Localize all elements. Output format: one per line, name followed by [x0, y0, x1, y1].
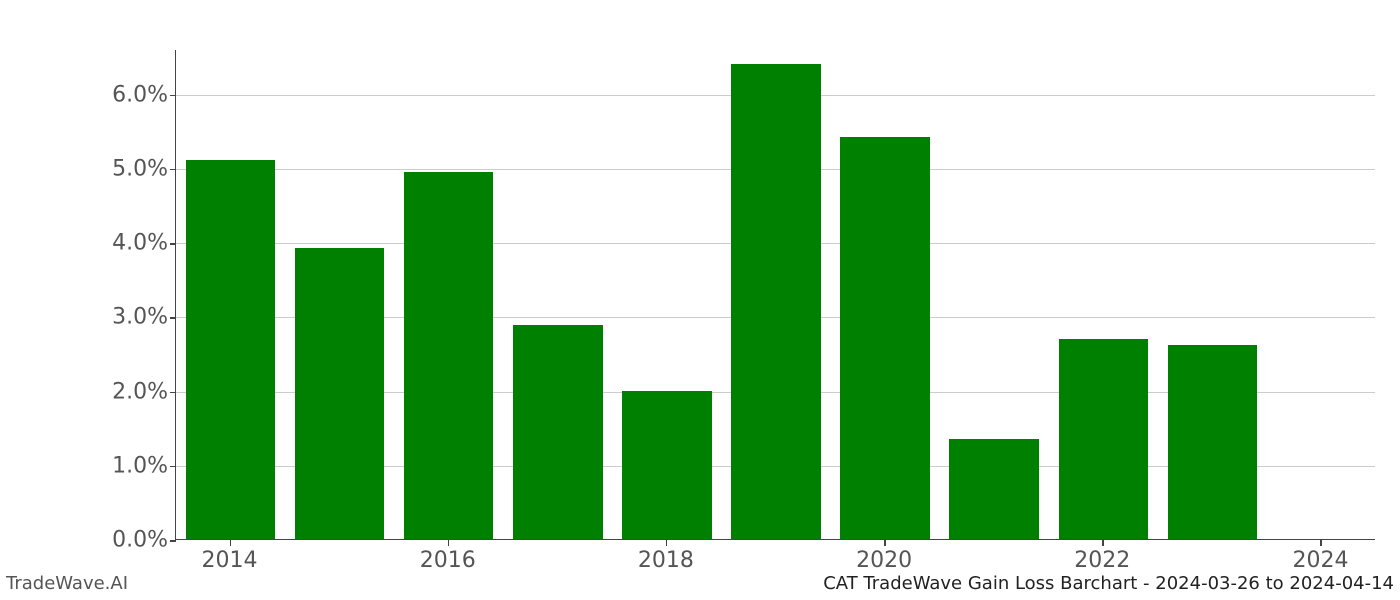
ytick-label: 0.0% [112, 528, 168, 553]
plot-area [175, 50, 1375, 540]
bar [513, 325, 602, 539]
ytick-label: 5.0% [112, 156, 168, 181]
ytick-mark [170, 392, 176, 394]
ytick-mark [170, 169, 176, 171]
xtick-label: 2018 [638, 548, 694, 573]
bar [731, 64, 820, 539]
xtick-mark [1320, 540, 1322, 546]
barchart-container: 0.0% 1.0% 2.0% 3.0% 4.0% 5.0% 6.0% 2014 2016 201… [0, 0, 1400, 600]
ytick-mark [170, 540, 176, 542]
ytick-label: 3.0% [112, 305, 168, 330]
bar [622, 391, 711, 539]
bar [949, 439, 1038, 539]
xtick-mark [1102, 540, 1104, 546]
xtick-mark [666, 540, 668, 546]
footer-brand: TradeWave.AI [6, 573, 128, 594]
xtick-mark [448, 540, 450, 546]
ytick-mark [170, 243, 176, 245]
footer-caption: CAT TradeWave Gain Loss Barchart - 2024-… [823, 573, 1394, 594]
bar [1059, 339, 1148, 539]
ytick-label: 1.0% [112, 453, 168, 478]
bar [295, 248, 384, 539]
bar [1168, 345, 1257, 540]
xtick-label: 2024 [1292, 548, 1348, 573]
bar [840, 137, 929, 539]
bar [186, 160, 275, 539]
xtick-label: 2022 [1074, 548, 1130, 573]
xtick-label: 2014 [202, 548, 258, 573]
ytick-label: 4.0% [112, 231, 168, 256]
xtick-mark [230, 540, 232, 546]
bar [404, 172, 493, 540]
ytick-mark [170, 317, 176, 319]
xtick-label: 2016 [420, 548, 476, 573]
xtick-label: 2020 [856, 548, 912, 573]
ytick-mark [170, 95, 176, 97]
ytick-label: 2.0% [112, 379, 168, 404]
ytick-label: 6.0% [112, 82, 168, 107]
ytick-mark [170, 466, 176, 468]
xtick-mark [884, 540, 886, 546]
